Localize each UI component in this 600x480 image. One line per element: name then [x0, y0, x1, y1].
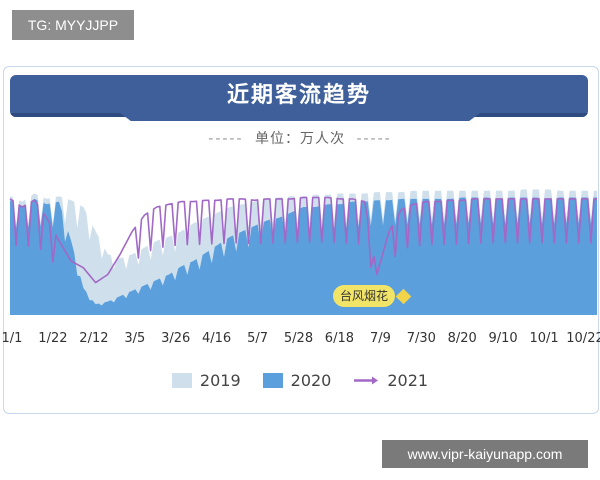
legend-label-2021: 2021: [387, 370, 429, 390]
x-tick-label: 5/28: [284, 331, 313, 346]
legend-item-2019: 2019: [171, 370, 241, 390]
legend-arrow-icon: [354, 376, 379, 384]
x-tick-label: 2/12: [79, 331, 108, 346]
title-banner-tab: [120, 113, 480, 121]
legend-swatch-2020: [262, 372, 283, 388]
chart-legend: 2019 2020 2021: [0, 366, 600, 394]
telegram-handle-badge: TG: MYYJJPP: [12, 10, 134, 40]
x-tick-label: 10/22: [566, 331, 600, 346]
unit-dash-right: -----: [356, 131, 392, 147]
x-tick-label: 7/9: [370, 331, 391, 346]
x-tick-label: 1/22: [38, 331, 67, 346]
site-watermark: www.vipr-kaiyunapp.com: [382, 440, 588, 468]
x-tick-label: 4/16: [202, 331, 231, 346]
x-tick-label: 1/1: [2, 331, 23, 346]
x-tick-label: 3/5: [124, 331, 145, 346]
x-tick-label: 8/20: [448, 331, 477, 346]
unit-dash-left: -----: [208, 131, 244, 147]
legend-label-2020: 2020: [290, 370, 332, 390]
series-2020-area: [10, 197, 597, 315]
passenger-flow-chart: 1/1 1/22 2/12 3/5 3/26 4/16 5/7 5/28 6/18 7/9 7/30…: [2, 189, 600, 346]
legend-item-2020: 2020: [262, 370, 332, 390]
x-tick-label: 5/7: [247, 331, 268, 346]
x-tick-label: 3/26: [161, 331, 190, 346]
unit-line: ----- 单位：万人次 -----: [0, 128, 600, 148]
x-tick-label: 9/10: [488, 331, 517, 346]
x-tick-label: 10/1: [529, 331, 558, 346]
title-banner: [10, 75, 588, 117]
legend-label-2019: 2019: [199, 370, 241, 390]
unit-label: 单位：万人次: [255, 131, 345, 147]
series-2021-line: [9, 196, 597, 284]
x-tick-label: 7/30: [407, 331, 436, 346]
x-tick-label: 6/18: [325, 331, 354, 346]
legend-item-2021: 2021: [353, 371, 428, 390]
chart-title: 近期客流趋势: [226, 83, 371, 108]
typhoon-annotation: 台风烟花: [333, 285, 395, 307]
legend-swatch-2019: [171, 372, 192, 388]
